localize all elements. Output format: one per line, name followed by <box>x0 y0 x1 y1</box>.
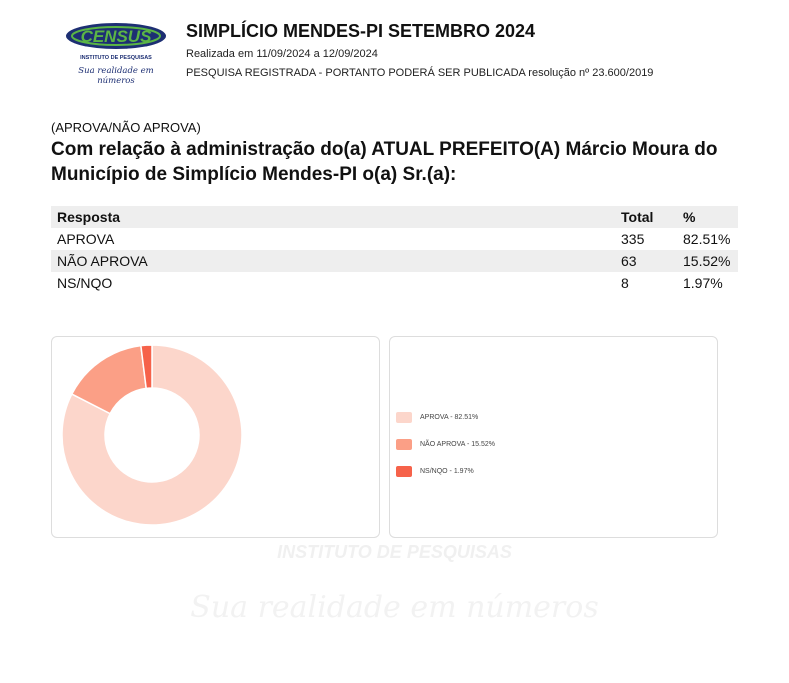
cell-resposta: NS/NQO <box>57 275 113 291</box>
legend-label: NS/NQO - 1.97% <box>420 468 474 475</box>
legend-item[interactable]: NS/NQO - 1.97% <box>396 458 495 485</box>
legend-swatch <box>396 466 412 477</box>
watermark-institute: INSTITUTO DE PESQUISAS <box>277 542 512 562</box>
watermark-tagline: Sua realidade em números <box>190 590 599 625</box>
logo-tagline: Sua realidade em números <box>78 66 154 86</box>
cell-total: 63 <box>621 253 637 269</box>
question-tag: (APROVA/NÃO APROVA) <box>51 120 201 135</box>
survey-dates: Realizada em 11/09/2024 a 12/09/2024 <box>186 48 378 60</box>
chart-legend: APROVA - 82.51% NÃO APROVA - 15.52% NS/N… <box>396 404 495 485</box>
cell-resposta: NÃO APROVA <box>57 253 148 269</box>
results-table: Resposta Total % APROVA 335 82.51% NÃO A… <box>51 206 738 294</box>
table-row: APROVA 335 82.51% <box>51 228 738 250</box>
header-total: Total <box>621 209 654 225</box>
donut-chart <box>61 344 243 526</box>
logo-wordmark: CENSUS <box>81 27 153 46</box>
table-row: NS/NQO 8 1.97% <box>51 272 738 294</box>
registration-note: PESQUISA REGISTRADA - PORTANTO PODERÁ SE… <box>186 67 654 79</box>
legend-swatch <box>396 439 412 450</box>
table-header-row: Resposta Total % <box>51 206 738 228</box>
legend-item[interactable]: NÃO APROVA - 15.52% <box>396 431 495 458</box>
table-row: NÃO APROVA 63 15.52% <box>51 250 738 272</box>
cell-resposta: APROVA <box>57 231 115 247</box>
cell-percent: 1.97% <box>683 275 723 291</box>
chart-card <box>51 336 380 538</box>
logo-subtext: INSTITUTO DE PESQUISAS <box>80 55 152 61</box>
donut-slice-ns-nqo[interactable] <box>140 344 153 390</box>
legend-swatch <box>396 412 412 423</box>
cell-total: 8 <box>621 275 629 291</box>
cell-total: 335 <box>621 231 645 247</box>
donut-slice-aprova[interactable] <box>61 344 243 526</box>
header-percent: % <box>683 209 696 225</box>
question-text: Com relação à administração do(a) ATUAL … <box>51 139 718 185</box>
cell-percent: 82.51% <box>683 231 731 247</box>
legend-card: APROVA - 82.51% NÃO APROVA - 15.52% NS/N… <box>389 336 718 538</box>
legend-item[interactable]: APROVA - 82.51% <box>396 404 495 431</box>
legend-label: APROVA - 82.51% <box>420 414 479 421</box>
header-resposta: Resposta <box>57 209 121 225</box>
cell-percent: 15.52% <box>683 253 731 269</box>
report-title: SIMPLÍCIO MENDES-PI SETEMBRO 2024 <box>186 21 536 41</box>
census-logo: CENSUS INSTITUTO DE PESQUISAS <box>66 23 166 61</box>
legend-label: NÃO APROVA - 15.52% <box>420 441 495 448</box>
